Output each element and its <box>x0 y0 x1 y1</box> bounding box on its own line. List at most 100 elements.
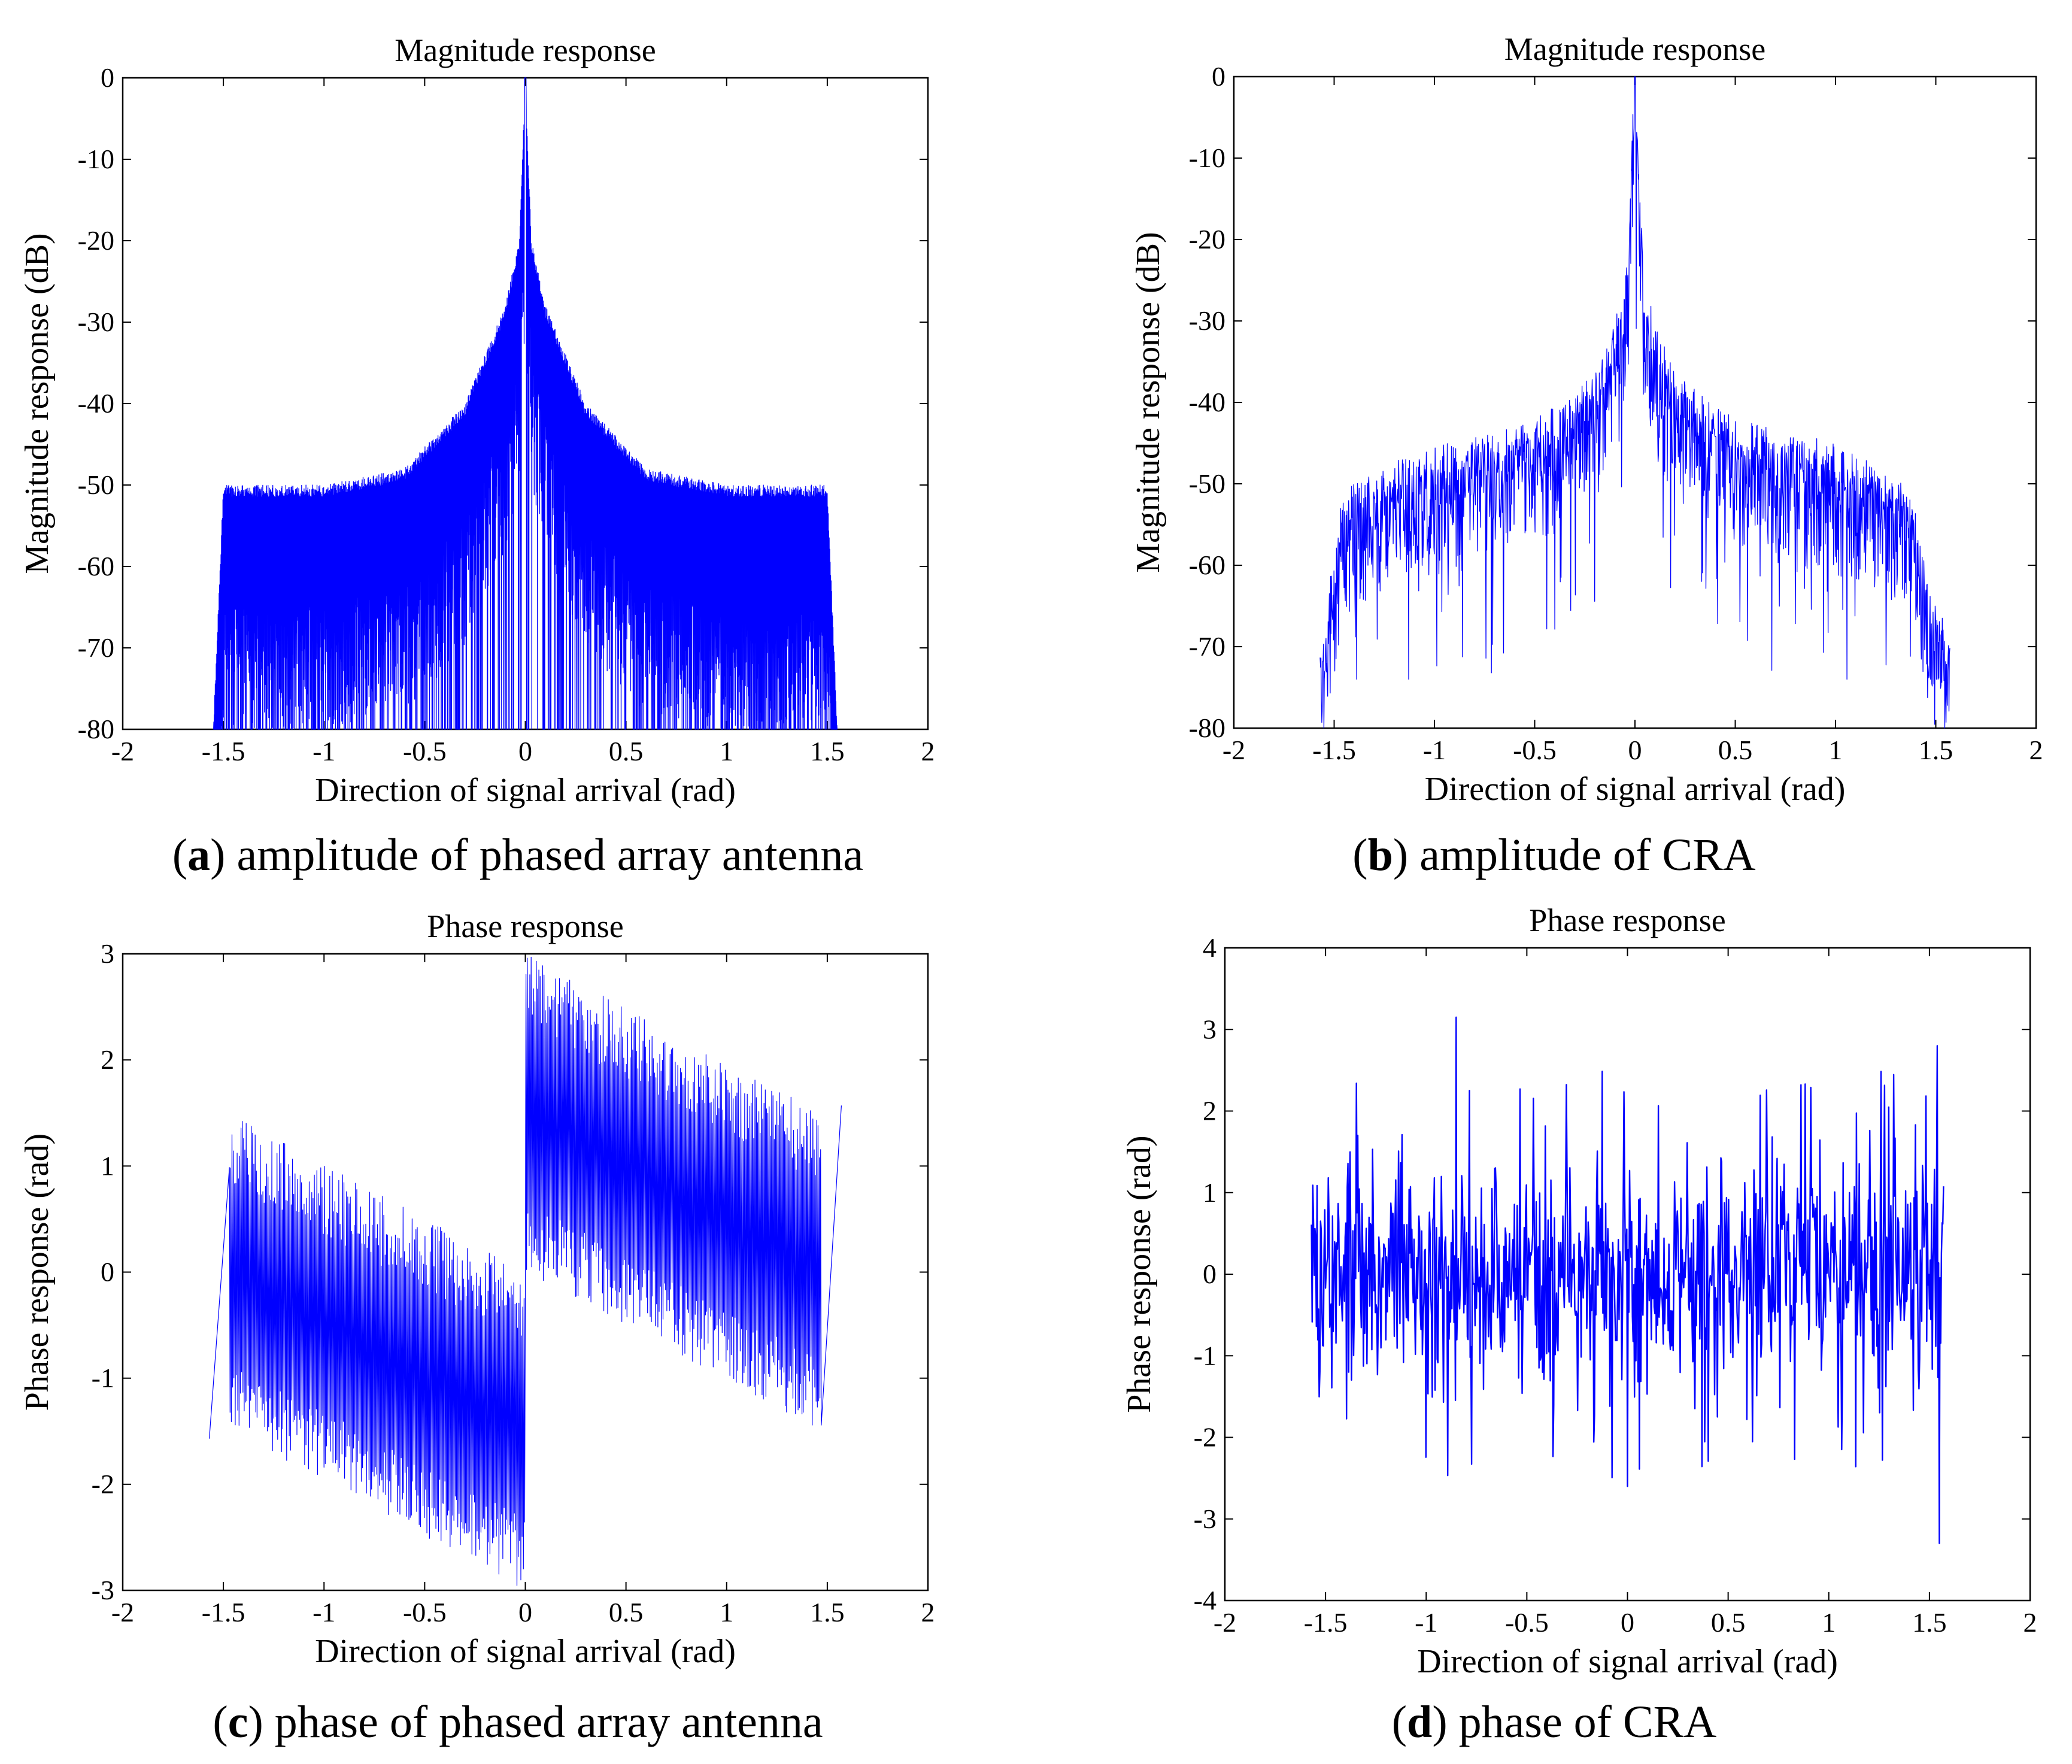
y-tick-label: -30 <box>1189 305 1225 336</box>
x-tick-label: 0 <box>1628 735 1642 765</box>
x-axis-label: Direction of signal arrival (rad) <box>315 772 736 809</box>
caption-b: (b) amplitude of CRA <box>1352 830 1756 880</box>
x-tick-label: 0.5 <box>609 1597 644 1627</box>
x-tick-label: -1.5 <box>202 1597 245 1627</box>
chart-title: Phase response <box>427 908 623 944</box>
y-tick-label: -40 <box>78 388 114 419</box>
x-tick-label: 1.5 <box>1919 735 1953 765</box>
y-tick-label: -80 <box>1189 713 1225 743</box>
x-axis-label: Direction of signal arrival (rad) <box>315 1633 736 1670</box>
chart-b: Magnitude response Direction of signal ar… <box>1130 31 2043 808</box>
x-tick-label: 0 <box>1621 1607 1634 1638</box>
y-tick-label: 1 <box>1203 1177 1216 1208</box>
y-tick-label: 2 <box>1203 1096 1216 1126</box>
panel-d: Phase response Direction of signal arriva… <box>1036 882 2072 1764</box>
y-tick-label: -70 <box>78 632 114 663</box>
x-tick-label: -2 <box>111 736 134 766</box>
x-tick-label: 0.5 <box>609 736 644 766</box>
y-tick-label: -60 <box>1189 550 1225 580</box>
y-tick-label: -80 <box>78 714 114 744</box>
y-tick-label: -2 <box>1194 1422 1216 1453</box>
y-tick-label: -1 <box>92 1363 114 1393</box>
caption-c-letter: c <box>227 1697 248 1747</box>
x-tick-label: -0.5 <box>1513 735 1557 765</box>
x-tick-label: -1 <box>1423 735 1446 765</box>
x-tick-label: -0.5 <box>403 736 447 766</box>
y-tick-label: -50 <box>1189 468 1225 499</box>
y-tick-label: 0 <box>1212 61 1225 92</box>
x-tick-label: -2 <box>1214 1607 1236 1638</box>
y-axis-label: Phase response (rad) <box>19 1133 56 1411</box>
caption-b-letter: b <box>1367 830 1393 880</box>
x-tick-label: 1 <box>720 736 733 766</box>
x-tick-label: 1 <box>1822 1607 1836 1638</box>
x-tick-label: 1 <box>720 1597 733 1627</box>
x-tick-label: -1.5 <box>202 736 245 766</box>
panel-b: Magnitude response Direction of signal ar… <box>1036 0 2072 882</box>
plot-frame <box>1233 75 2037 729</box>
y-axis-label: Phase response (rad) <box>1121 1135 1158 1413</box>
x-tick-label: -1.5 <box>1304 1607 1348 1638</box>
y-tick-label: -10 <box>78 144 114 174</box>
x-tick-label: -1 <box>313 736 335 766</box>
y-tick-label: 3 <box>101 938 114 969</box>
x-axis-label: Direction of signal arrival (rad) <box>1417 1643 1838 1680</box>
panel-c: Phase response Direction of signal arriva… <box>0 882 1036 1764</box>
chart-c: Phase response Direction of signal arriva… <box>19 908 935 1670</box>
y-axis-label: Magnitude response (dB) <box>19 233 56 574</box>
y-tick-label: -50 <box>78 469 114 500</box>
caption-c-text: phase of phased array antenna <box>263 1697 823 1747</box>
y-tick-label: -40 <box>1189 387 1225 417</box>
x-tick-label: 2 <box>921 1597 935 1627</box>
chart-d: Phase response Direction of signal arriva… <box>1121 902 2037 1680</box>
caption-a: (a) amplitude of phased array antenna <box>172 830 864 880</box>
caption-a-text: amplitude of phased array antenna <box>225 830 864 880</box>
x-tick-label: 0 <box>518 1597 532 1627</box>
y-tick-label: 2 <box>101 1044 114 1075</box>
y-tick-label: -20 <box>1189 224 1225 254</box>
panel-a: Magnitude response Direction of signal ar… <box>0 0 1036 882</box>
y-tick-label: -30 <box>78 307 114 337</box>
y-tick-label: -3 <box>1194 1504 1216 1534</box>
x-tick-label: 2 <box>921 736 935 766</box>
y-axis-label: Magnitude response (dB) <box>1130 232 1167 572</box>
magnitude-series-b <box>1319 76 1950 729</box>
y-tick-label: -60 <box>78 551 114 581</box>
x-tick-label: -2 <box>111 1597 134 1627</box>
y-tick-label: -20 <box>78 225 114 256</box>
y-tick-label: 0 <box>101 1257 114 1287</box>
caption-d-letter: d <box>1407 1697 1433 1747</box>
y-tick-label: -1 <box>1194 1340 1216 1371</box>
x-tick-label: -1.5 <box>1312 735 1356 765</box>
x-tick-label: -1 <box>1415 1607 1437 1638</box>
x-tick-label: -1 <box>313 1597 335 1627</box>
x-tick-label: 0.5 <box>1711 1607 1746 1638</box>
magnitude-series-a <box>213 77 838 730</box>
x-tick-label: 2 <box>2024 1607 2037 1638</box>
x-tick-label: 1.5 <box>810 736 845 766</box>
y-tick-label: 4 <box>1203 932 1216 963</box>
x-tick-label: -2 <box>1222 735 1245 765</box>
x-tick-label: -0.5 <box>403 1597 447 1627</box>
chart-a: Magnitude response Direction of signal ar… <box>19 32 935 809</box>
caption-d-text: phase of CRA <box>1447 1697 1717 1747</box>
x-tick-label: 0.5 <box>1718 735 1753 765</box>
x-tick-label: 2 <box>2029 735 2043 765</box>
caption-b-text: amplitude of CRA <box>1408 830 1756 880</box>
caption-d: (d) phase of CRA <box>1391 1697 1717 1747</box>
x-tick-label: -0.5 <box>1505 1607 1549 1638</box>
caption-a-letter: a <box>187 830 211 880</box>
y-tick-label: 1 <box>101 1150 114 1181</box>
x-tick-label: 1 <box>1829 735 1843 765</box>
y-tick-label: -2 <box>92 1469 114 1499</box>
x-axis-label: Direction of signal arrival (rad) <box>1425 771 1846 808</box>
y-tick-label: -4 <box>1194 1585 1216 1616</box>
y-tick-label: -10 <box>1189 143 1225 173</box>
x-tick-label: 0 <box>518 736 532 766</box>
chart-title: Phase response <box>1529 902 1725 938</box>
caption-c: (c) phase of phased array antenna <box>213 1697 823 1747</box>
y-tick-label: -70 <box>1189 631 1225 662</box>
phase-series-d <box>1310 1016 1944 1544</box>
y-tick-label: 0 <box>101 62 114 93</box>
chart-title: Magnitude response <box>395 32 656 68</box>
